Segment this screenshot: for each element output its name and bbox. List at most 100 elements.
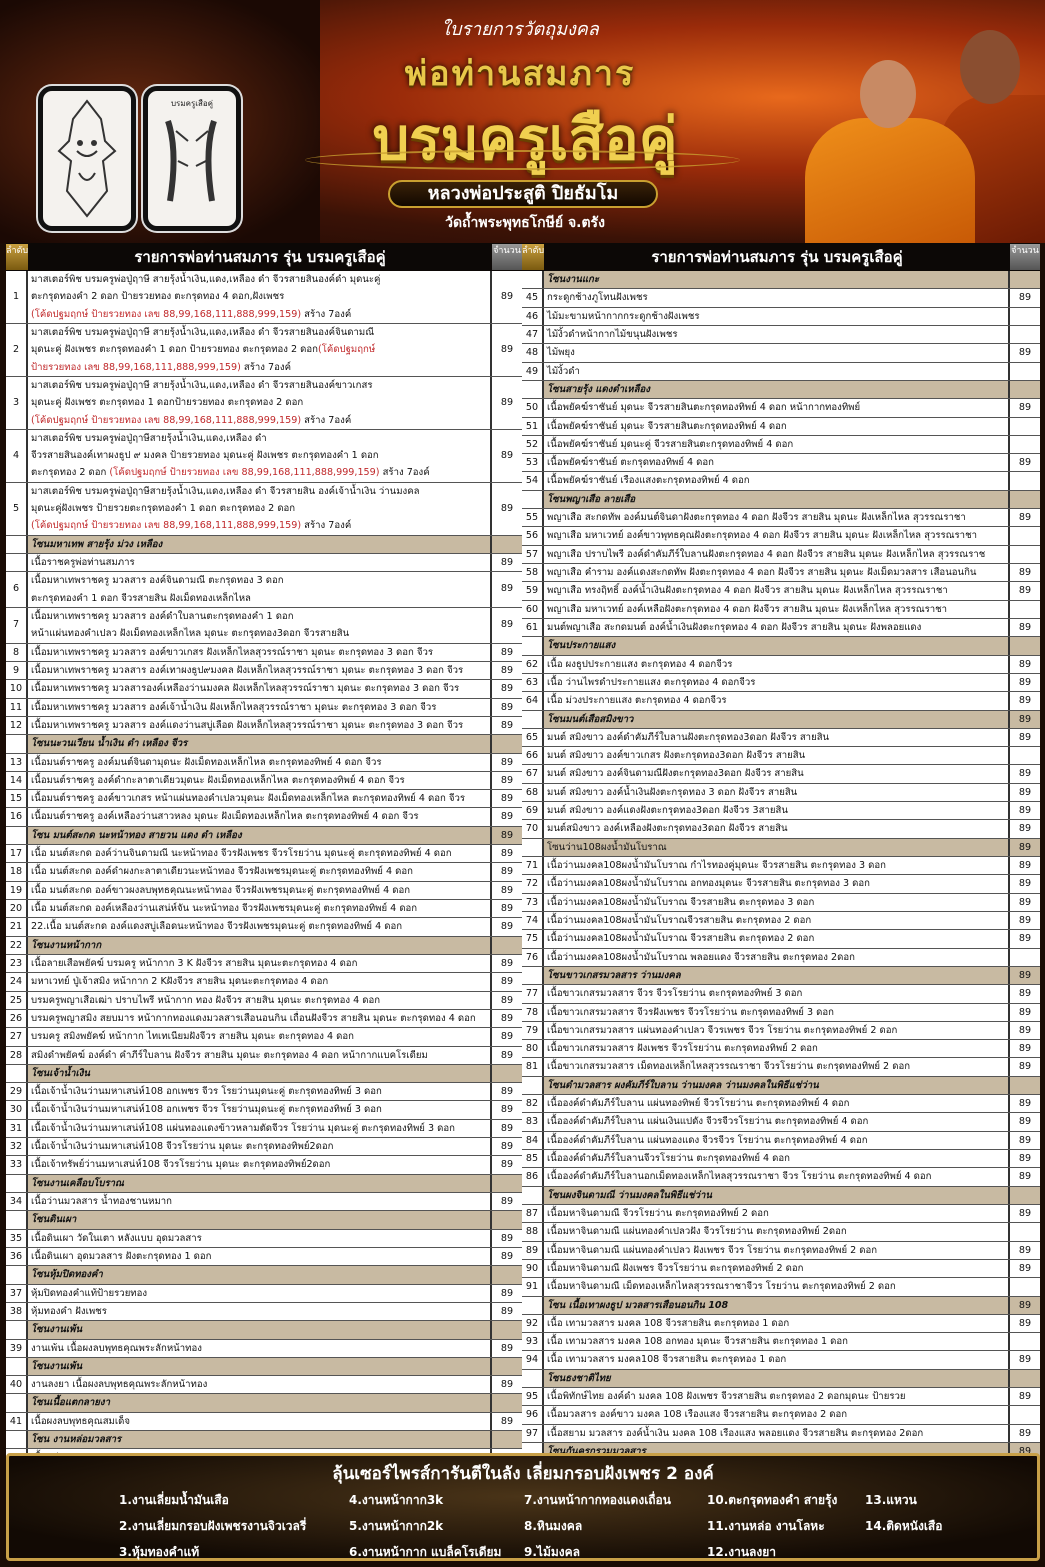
table-row[interactable]: 6 เนื้อมหาเทพราชครู มวลสาร องค์จินดามณี ต… (6, 572, 522, 609)
table-row[interactable]: 49 ไม้งิ้วดำ (522, 362, 1040, 381)
table-row[interactable]: 47 ไม้งิ้วดำหน้ากากไม้ขนุนฝังเพชร (522, 325, 1040, 345)
table-row[interactable]: 57 พญาเสือ ปราบไพรี องค์ดำคัมภีร์ใบลานฝัง… (522, 545, 1040, 564)
table-row[interactable]: 26 บรมครูพญาสมิง สยบมาร หน้ากากทองแดงมวลส… (6, 1009, 522, 1029)
section-row[interactable]: โซนเนื้อแตกลายงา (6, 1394, 522, 1413)
table-row[interactable]: 16 เนื้อมนต์ราชครู องค์เหลืองว่านสาวหลง ม… (6, 808, 522, 827)
table-row[interactable]: 35 เนื้อดินเผา วัดในเตา หลังแบบ อุดมวลสาร… (6, 1229, 522, 1248)
table-row[interactable]: 58 พญาเสือ คำราม องค์แดงสะกดทัพ ฝังตะกรุด… (522, 564, 1040, 583)
table-row[interactable]: 8 เนื้อมหาเทพราชครู มวลสาร องค์ขาวเกสร ฝั… (6, 643, 522, 662)
table-row[interactable]: 85 เนื้อองค์ดำคัมภีร์ใบลานจีวรโรยว่าน ตะก… (522, 1150, 1040, 1169)
table-row[interactable]: 83 เนื้อองค์ดำคัมภีร์ใบลาน แผ่นเงินแปดัง … (522, 1113, 1040, 1132)
table-row[interactable]: 65 มนต์ สมิงขาว องค์ดำคัมภีร์ใบลานฝังตะกร… (522, 728, 1040, 748)
table-row[interactable]: เนื้อราชครูพ่อท่านสมภาร 89 (6, 554, 522, 573)
table-row[interactable]: 54 เนื้อพยัคฆ์ราชันย์ เรืองแสงตะกรุดทองทิ… (522, 472, 1040, 491)
section-row[interactable]: โซนขาวเกสรมวลสาร ว่านมงคล 89 (522, 966, 1040, 986)
table-row[interactable]: 50 เนื้อพยัคฆ์ราชันย์ มุดนะ จีวรสายสินตะก… (522, 399, 1040, 418)
table-row[interactable]: 64 เนื้อ ม่วงประกายแสง ตะกรุดทอง 4 ดอกจีว… (522, 692, 1040, 711)
section-row[interactable]: โซนงานเพ้น (6, 1321, 522, 1340)
table-row[interactable]: 25 บรมครูพญาเสือเฒ่า ปราบไพรี หน้ากาก ทอง… (6, 991, 522, 1010)
table-row[interactable]: 29 เนื้อเจ้าน้ำเงินว่านมหาเสน่ห์108 อกเพช… (6, 1083, 522, 1102)
table-row[interactable]: 9 เนื้อมหาเทพราชครู มวลสาร องค์เทาผงธูป๙ม… (6, 661, 522, 681)
section-row[interactable]: โซน มนต์สะกด นะหน้าทอง สายวน แดง ดำ เหลื… (6, 826, 522, 846)
table-row[interactable]: 28 สมิงดำพยัคฆ์ องค์ดำ คำภีร์ใบลาน ฝังจีว… (6, 1046, 522, 1065)
table-row[interactable]: 38 หุ้มทองคำ ฝังเพชร 89 (6, 1302, 522, 1322)
table-row[interactable]: 33 เนื้อเจ้าทรัพย์ว่านมหาเสน่ห์108 จีวรโร… (6, 1156, 522, 1175)
table-row[interactable]: 69 มนต์ สมิงขาว องค์แดงฝังตะกรุดทอง3ดอก ฝ… (522, 802, 1040, 821)
table-row[interactable]: 41 เนื้อผงลบพุทธคุณสมเด็จ 89 (6, 1412, 522, 1432)
table-row[interactable]: 97 เนื้อสยาม มวลสาร องค์น้ำเงิน มงคล 108 … (522, 1424, 1040, 1443)
table-row[interactable]: 48 ไม้พยุง 89 (522, 344, 1040, 363)
table-row[interactable]: 59 พญาเสือ ทรงฤิทธิ์ องค์น้ำเงินฝังตะกรุด… (522, 582, 1040, 601)
section-row[interactable]: โซนสายรุ้ง แดงดำเหลือง (522, 380, 1040, 400)
table-row[interactable]: 37 หุ้มปิดทองคำแท้ป้ายรวยทอง 89 (6, 1284, 522, 1303)
table-row[interactable]: 31 เนื้อเจ้าน้ำเงินว่านมหาเสน่ห์108 แผ่นท… (6, 1119, 522, 1139)
section-row[interactable]: โซนดินเผา (6, 1211, 522, 1230)
table-row[interactable]: 80 เนื้อขาวเกสรมวลสาร ฝังเพชร จีวรโรยว่าน… (522, 1040, 1040, 1059)
table-row[interactable]: 68 มนต์ สมิงขาว องค์น้ำเงินฝังตะกรุดทอง 3… (522, 783, 1040, 803)
table-row[interactable]: 20 เนื้อ มนต์สะกด องค์เหลืองว่านเสน่ห์จัน… (6, 900, 522, 919)
section-row[interactable]: โซนนะวนเวียน น้ำเงิน ดำ เหลือง จีวร (6, 735, 522, 754)
table-row[interactable]: 2 มาสเตอร์พิช บรมครูพ่อปู่ฤาษี สายรุ้งน้ำ… (6, 323, 522, 377)
table-row[interactable]: 23 เนื้อลายเสือพยัคฆ์ บรมครู หน้ากาก 3 K … (6, 954, 522, 974)
section-row[interactable]: โซนธงชาติไทย (522, 1369, 1040, 1389)
table-row[interactable]: 56 พญาเสือ มหาเวทย์ องค์ขาวพุทธคุณฝังตะกร… (522, 527, 1040, 546)
table-row[interactable]: 5 มาสเตอร์พิช บรมครูพ่อปู่ฤาษีสายรุ้งน้ำเ… (6, 482, 522, 536)
table-row[interactable]: 81 เนื้อขาวเกสรมวลสาร เม็ดทองเหล็กไหลสุวร… (522, 1058, 1040, 1077)
table-row[interactable]: 71 เนื้อว่านมงคล108ผงน้ำมันโบราณ กำไรทองค… (522, 857, 1040, 876)
table-row[interactable]: 3 มาสเตอร์พิช บรมครูพ่อปู่ฤาษี สายรุ้งน้ำ… (6, 376, 522, 430)
table-row[interactable]: 1 มาสเตอร์พิช บรมครูพ่อปู่ฤาษี สายรุ้งน้ำ… (6, 271, 522, 324)
table-row[interactable]: 19 เนื้อ มนต์สะกด องค์ขาวผงลบพุทธคุณนะหน้… (6, 881, 522, 901)
table-row[interactable]: 87 เนื้อมหาจินดามณี จีวรโรยว่าน ตะกรุดทอง… (522, 1204, 1040, 1224)
table-row[interactable]: 13 เนื้อมนต์ราชครู องค์มนต์จินดามุดนะ ฝัง… (6, 753, 522, 772)
section-row[interactable]: โซนพญาเสือ ลายเสือ (522, 490, 1040, 510)
table-row[interactable]: 75 เนื้อว่านมงคล108ผงน้ำมันโบราณ จีวรสายส… (522, 930, 1040, 949)
section-row[interactable]: โซนมนต์เสือสมิงขาว 89 (522, 710, 1040, 729)
table-row[interactable]: 17 เนื้อ มนต์สะกด องค์ว่านจินดามณี นะหน้า… (6, 845, 522, 864)
section-row[interactable]: โซนผงจินดามณี ว่านมงคลในพิธีแช่ว่าน (522, 1186, 1040, 1205)
table-row[interactable]: 24 มหาเวทย์ ปู่เจ้าสมิง หน้ากาก 2 Kฝังจีว… (6, 973, 522, 992)
table-row[interactable]: 67 มนต์ สมิงขาว องค์จินดามณีฝังตะกรุดทอง3… (522, 765, 1040, 784)
table-row[interactable]: 94 เนื้อ เทามวลสาร มงคล108 จีวรสายสิน ตะก… (522, 1351, 1040, 1370)
table-row[interactable]: 39 งานเพ้น เนื้อผงลบพุทธคุณพระลักหน้าทอง 8… (6, 1339, 522, 1358)
section-row[interactable]: โซนดำมวลสาร ผงคัมภีร์ใบลาน ว่านมงคล ว่าน… (522, 1076, 1040, 1096)
table-row[interactable]: 10 เนื้อมหาเทพราชครู มวลสารองค์เหลืองว่าน… (6, 680, 522, 699)
table-row[interactable]: 95 เนื้อพิทักษ์ไทย องค์ดำ มงคล 108 ฝังเพช… (522, 1388, 1040, 1407)
table-row[interactable]: 62 เนื้อ ผงธูปประกายแสง ตะกรุดทอง 4 ดอกจี… (522, 655, 1040, 674)
table-row[interactable]: 86 เนื้อองค์ดำคัมภีร์ใบลานอกเม็ดทองเหล็กไ… (522, 1168, 1040, 1187)
table-row[interactable]: 92 เนื้อ เทามวลสาร มงคล 108 จีวรสายสิน ตะ… (522, 1314, 1040, 1334)
table-row[interactable]: 27 บรมครู สมิงพยัคฆ์ หน้ากาก ไทเทเนียมฝัง… (6, 1028, 522, 1047)
table-row[interactable]: 52 เนื้อพยัคฆ์ราชันย์ มุดนะคู่ จีวรสายสิน… (522, 435, 1040, 455)
section-row[interactable]: โซนประกายแสง (522, 637, 1040, 656)
table-row[interactable]: 45 กระดูกช้างภูโทนฝังเพชร 89 (522, 289, 1040, 308)
table-row[interactable]: 11 เนื้อมหาเทพราชครู มวลสาร องค์เจ้าน้ำเง… (6, 698, 522, 717)
table-row[interactable]: 32 เนื้อเจ้าน้ำเงินว่านมหาเสน่ห์108 จีวรโ… (6, 1138, 522, 1157)
table-row[interactable]: 77 เนื้อขาวเกสรมวลสาร จีวร จีวรโรยว่าน ตะ… (522, 985, 1040, 1004)
table-row[interactable]: 4 มาสเตอร์พิช บรมครูพ่อปู่ฤาษีสายรุ้งน้ำเ… (6, 429, 522, 483)
table-row[interactable]: 66 มนต์ สมิงขาว องค์ขาวเกสร ฝังตะกรุดทอง3… (522, 747, 1040, 766)
section-row[interactable]: โซน งานหล่อมวลสาร (6, 1431, 522, 1450)
table-row[interactable]: 89 เนื้อมหาจินดามณี แผ่นทองคำเปลว ฝังเพชร… (522, 1241, 1040, 1260)
table-row[interactable]: 70 มนต์สมิงขาว องค์เหลืองฝังตะกรุดทอง3ดอก… (522, 820, 1040, 839)
table-row[interactable]: 88 เนื้อมหาจินดามณี แผ่นทองคำเปลวฝัง จีวร… (522, 1223, 1040, 1242)
table-row[interactable]: 90 เนื้อมหาจินดามณี ฝังเพชร จีวรโรยว่าน ต… (522, 1259, 1040, 1279)
table-row[interactable]: 14 เนื้อมนต์ราชครู องค์ดำกะลาตาเดียวมุดนะ… (6, 771, 522, 791)
table-row[interactable]: 55 พญาเสือ สะกดทัพ องค์มนต์จินดาฝังตะกรุด… (522, 509, 1040, 528)
table-row[interactable]: 7 เนื้อมหาเทพราชครู มวลสาร องค์ดำใบลานตะก… (6, 608, 522, 644)
section-row[interactable]: 22 โซนงานหน้ากาก (6, 936, 522, 955)
table-row[interactable]: 51 เนื้อพยัคฆ์ราชันย์ มุดนะ จีวรสายสินตะก… (522, 417, 1040, 436)
table-row[interactable]: 15 เนื้อมนต์ราชครู องค์ขาวเกสร หน้าแผ่นทอ… (6, 790, 522, 809)
section-row[interactable]: โซนเจ้าน้ำเงิน (6, 1064, 522, 1084)
table-row[interactable]: 91 เนื้อมหาจินดามณี เม็ดทองเหล็กไหลสุวรรณ… (522, 1278, 1040, 1297)
table-row[interactable]: 73 เนื้อว่านมงคล108ผงน้ำมันโบราณ จีวรสายส… (522, 893, 1040, 912)
table-row[interactable]: 61 มนต์พญาเสือ สะกดมนต์ องค์น้ำเงินฝังตะก… (522, 618, 1040, 638)
table-row[interactable]: 36 เนื้อดินเผา อุดมวลสาร ฝังตะกรุดทอง 1 ด… (6, 1247, 522, 1267)
section-row[interactable]: โซนงานเคลือบโบราณ (6, 1174, 522, 1194)
table-row[interactable]: 96 เนื้อมวลสาร องค์ขาว มงคล 108 เรืองแสง … (522, 1406, 1040, 1425)
section-row[interactable]: โซน เนื้อเทาผงธูป มวลสารเสือนอนกิน 108 89 (522, 1296, 1040, 1315)
table-row[interactable]: 84 เนื้อองค์ดำคัมภีร์ใบลาน แผ่นทองแดง จีว… (522, 1131, 1040, 1150)
table-row[interactable]: 79 เนื้อขาวเกสรมวลสาร แผ่นทองคำเปลว จีวรเ… (522, 1021, 1040, 1041)
table-row[interactable]: 40 งานลงยา เนื้อผงลบพุทธคุณพระลักหน้าทอง 8… (6, 1376, 522, 1395)
section-row[interactable]: โซนงานแกะ (522, 271, 1040, 290)
table-row[interactable]: 18 เนื้อ มนต์สะกด องค์ดำผงกะลาตาเดียวนะหน… (6, 863, 522, 882)
section-row[interactable]: โซนมหาเทพ สายรุ้ง ม่วง เหลือง (6, 535, 522, 555)
